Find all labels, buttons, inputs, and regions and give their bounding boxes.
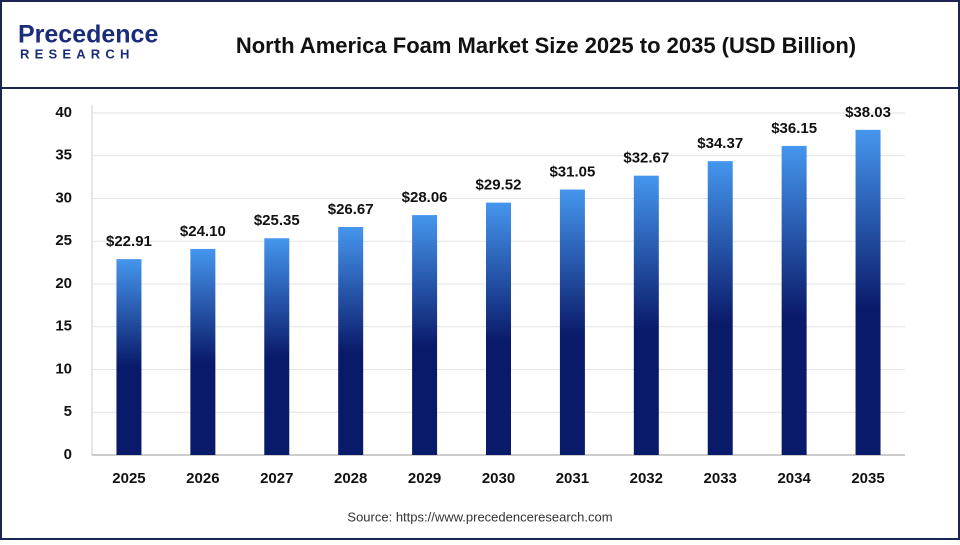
y-tick-label: 5	[64, 403, 72, 420]
value-label: $36.15	[771, 120, 817, 137]
x-tick-label: 2030	[482, 470, 515, 487]
x-tick-label: 2029	[408, 470, 441, 487]
bar	[707, 161, 733, 455]
x-tick-label: 2031	[556, 470, 589, 487]
x-tick-label: 2026	[186, 470, 219, 487]
value-label: $32.67	[623, 150, 669, 167]
bar	[559, 189, 585, 455]
bar	[855, 129, 881, 455]
value-label: $26.67	[328, 201, 374, 218]
bar	[633, 175, 659, 455]
value-label: $31.05	[549, 163, 595, 180]
bar	[116, 259, 142, 455]
x-tick-label: 2034	[777, 470, 811, 487]
y-tick-label: 35	[55, 147, 72, 164]
bar	[412, 215, 438, 455]
y-tick-label: 0	[64, 446, 72, 463]
bar	[781, 145, 807, 456]
value-label: $25.35	[254, 212, 300, 229]
y-tick-label: 15	[55, 318, 72, 335]
x-tick-label: 2025	[112, 470, 145, 487]
y-tick-label: 25	[55, 232, 72, 249]
value-label: $34.37	[697, 135, 743, 152]
x-tick-label: 2028	[334, 470, 367, 487]
bar	[486, 202, 511, 455]
value-label: $22.91	[106, 233, 152, 250]
y-tick-label: 20	[55, 275, 72, 292]
source: Source: https://www.precedenceresearch.c…	[347, 509, 612, 524]
value-label: $28.06	[402, 189, 448, 206]
bar	[190, 248, 216, 455]
value-label: $24.10	[180, 223, 226, 240]
x-tick-label: 2032	[630, 470, 663, 487]
value-label: $29.52	[476, 177, 522, 194]
x-tick-label: 2035	[851, 470, 884, 487]
bar	[338, 226, 364, 455]
bar	[264, 238, 290, 455]
y-tick-label: 30	[55, 189, 72, 206]
logo-name: Precedence	[18, 21, 158, 49]
x-tick-label: 2033	[704, 470, 737, 487]
x-tick-label: 2027	[260, 470, 293, 487]
logo-tagline: RESEARCH	[20, 46, 135, 61]
chart-title: North America Foam Market Size 2025 to 2…	[236, 33, 856, 58]
y-tick-label: 10	[55, 360, 72, 377]
value-label: $38.03	[845, 104, 891, 121]
y-tick-label: 40	[55, 104, 72, 121]
